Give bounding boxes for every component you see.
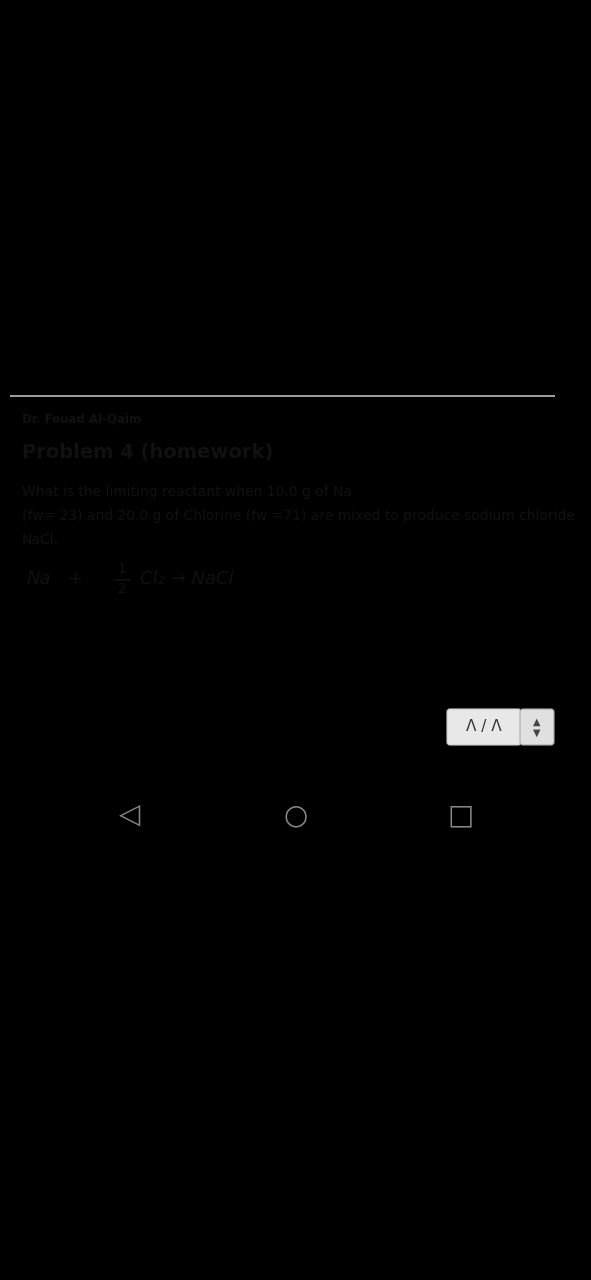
Text: Problem 4 (homework): Problem 4 (homework) bbox=[22, 443, 273, 462]
Text: What is the limiting reactant when 10.0 g of Na: What is the limiting reactant when 10.0 … bbox=[22, 485, 352, 499]
Text: □: □ bbox=[448, 801, 474, 829]
Text: Na: Na bbox=[27, 570, 51, 588]
FancyBboxPatch shape bbox=[447, 709, 521, 745]
Text: ▼: ▼ bbox=[533, 727, 541, 737]
Text: ○: ○ bbox=[283, 801, 308, 829]
Text: NaCl.: NaCl. bbox=[22, 532, 59, 547]
Text: +: + bbox=[67, 570, 82, 588]
Text: Dr. Fouad Al-Qaim: Dr. Fouad Al-Qaim bbox=[22, 413, 141, 426]
Text: ▲: ▲ bbox=[533, 717, 541, 727]
Text: 2: 2 bbox=[118, 582, 126, 596]
Text: (fw= 23) and 20.0 g of Chlorine (fw =71) are mixed to produce sodium chloride: (fw= 23) and 20.0 g of Chlorine (fw =71)… bbox=[22, 509, 575, 524]
Text: Λ / Λ: Λ / Λ bbox=[466, 719, 502, 735]
Text: Cl₂ → NaCl: Cl₂ → NaCl bbox=[140, 570, 233, 588]
FancyBboxPatch shape bbox=[520, 709, 554, 745]
Text: 1: 1 bbox=[118, 562, 126, 576]
Text: ◁: ◁ bbox=[119, 801, 141, 829]
